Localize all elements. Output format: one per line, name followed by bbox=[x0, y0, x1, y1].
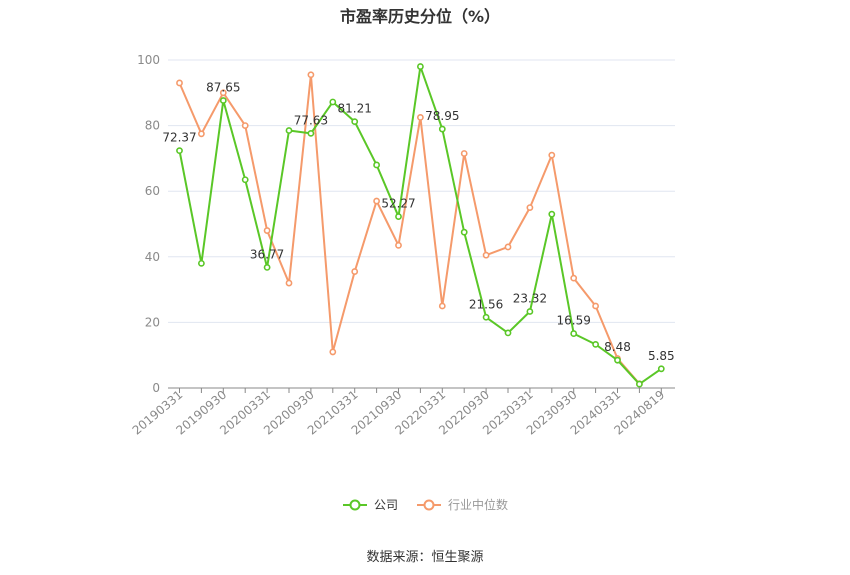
legend-company-icon bbox=[342, 499, 367, 510]
data-point[interactable] bbox=[592, 340, 599, 348]
data-label: 52.27 bbox=[381, 197, 415, 211]
data-point[interactable] bbox=[548, 210, 556, 218]
data-label: 16.59 bbox=[557, 314, 591, 328]
data-point[interactable] bbox=[285, 279, 293, 287]
data-label: 21.56 bbox=[469, 297, 503, 311]
source-note: 数据来源：恒生聚源 bbox=[366, 550, 484, 565]
legend-item-industry[interactable]: 行业中位数 bbox=[416, 496, 508, 513]
data-point[interactable] bbox=[241, 176, 249, 184]
data-point[interactable] bbox=[504, 243, 512, 251]
legend-label-company: 公司 bbox=[373, 498, 398, 512]
data-labels: 72.37 87.65 36.77 77.63 81.21 52.27 78.95 21.56… bbox=[162, 81, 674, 363]
legend-label-industry: 行业中位数 bbox=[448, 498, 509, 512]
data-point[interactable] bbox=[395, 241, 402, 249]
data-point[interactable] bbox=[526, 204, 534, 211]
data-point[interactable] bbox=[438, 125, 446, 133]
data-point[interactable] bbox=[307, 129, 315, 137]
data-label: 78.95 bbox=[425, 109, 459, 123]
y-tick-label: 20 bbox=[145, 315, 160, 329]
legend-item-company[interactable]: 公司 bbox=[342, 496, 398, 513]
grid-lines bbox=[168, 59, 675, 323]
data-point[interactable] bbox=[438, 302, 446, 310]
data-point[interactable] bbox=[329, 98, 337, 106]
data-point[interactable] bbox=[373, 197, 380, 205]
data-point[interactable] bbox=[614, 356, 621, 364]
data-point[interactable] bbox=[482, 251, 490, 259]
data-label: 36.77 bbox=[250, 247, 284, 261]
legend-industry-icon bbox=[417, 499, 441, 510]
data-point[interactable] bbox=[307, 71, 315, 79]
data-label: 72.37 bbox=[162, 131, 196, 145]
data-point[interactable] bbox=[176, 79, 183, 87]
data-point[interactable] bbox=[263, 227, 271, 234]
data-label: 5.85 bbox=[648, 349, 675, 363]
legend: 公司 行业中位数 bbox=[0, 496, 850, 513]
data-point[interactable] bbox=[504, 329, 512, 337]
data-point[interactable] bbox=[570, 330, 578, 337]
data-point[interactable] bbox=[460, 150, 468, 157]
data-point[interactable] bbox=[592, 302, 599, 310]
data-point[interactable] bbox=[548, 151, 556, 159]
data-point[interactable] bbox=[219, 97, 227, 104]
y-tick-label: 100 bbox=[137, 53, 160, 67]
data-label: 23.32 bbox=[513, 292, 547, 306]
y-tick-label: 40 bbox=[145, 250, 160, 264]
data-label: 81.21 bbox=[338, 102, 372, 116]
data-point[interactable] bbox=[197, 130, 205, 138]
data-label: 87.65 bbox=[206, 81, 240, 95]
y-tick-label: 60 bbox=[145, 184, 160, 198]
data-point[interactable] bbox=[460, 228, 468, 236]
y-tick-label: 0 bbox=[152, 381, 160, 395]
y-axis: 0 20 40 60 80 100 bbox=[137, 53, 160, 395]
chart-title: 市盈率历史分位（%） bbox=[339, 7, 501, 26]
data-point[interactable] bbox=[351, 118, 359, 126]
data-point[interactable] bbox=[636, 380, 643, 388]
series-lines bbox=[176, 63, 665, 388]
data-point[interactable] bbox=[570, 274, 578, 282]
data-point[interactable] bbox=[263, 263, 271, 271]
data-point[interactable] bbox=[241, 122, 249, 129]
data-point[interactable] bbox=[482, 313, 490, 321]
data-point[interactable] bbox=[351, 268, 359, 275]
data-point[interactable] bbox=[416, 63, 424, 70]
data-point[interactable] bbox=[285, 127, 293, 134]
data-point[interactable] bbox=[219, 89, 227, 97]
series-line-1 bbox=[178, 73, 641, 385]
data-point[interactable] bbox=[176, 147, 183, 155]
data-point[interactable] bbox=[526, 308, 534, 315]
data-point[interactable] bbox=[416, 114, 424, 121]
data-label: 8.48 bbox=[604, 340, 631, 354]
x-axis: 2019033120190930202003312020093020210331… bbox=[130, 387, 675, 438]
data-point[interactable] bbox=[197, 259, 205, 267]
data-point[interactable] bbox=[657, 365, 665, 373]
data-label: 77.63 bbox=[294, 113, 328, 127]
y-tick-label: 80 bbox=[145, 119, 160, 133]
data-point[interactable] bbox=[395, 213, 402, 220]
data-point[interactable] bbox=[373, 161, 380, 169]
data-point[interactable] bbox=[329, 348, 337, 356]
